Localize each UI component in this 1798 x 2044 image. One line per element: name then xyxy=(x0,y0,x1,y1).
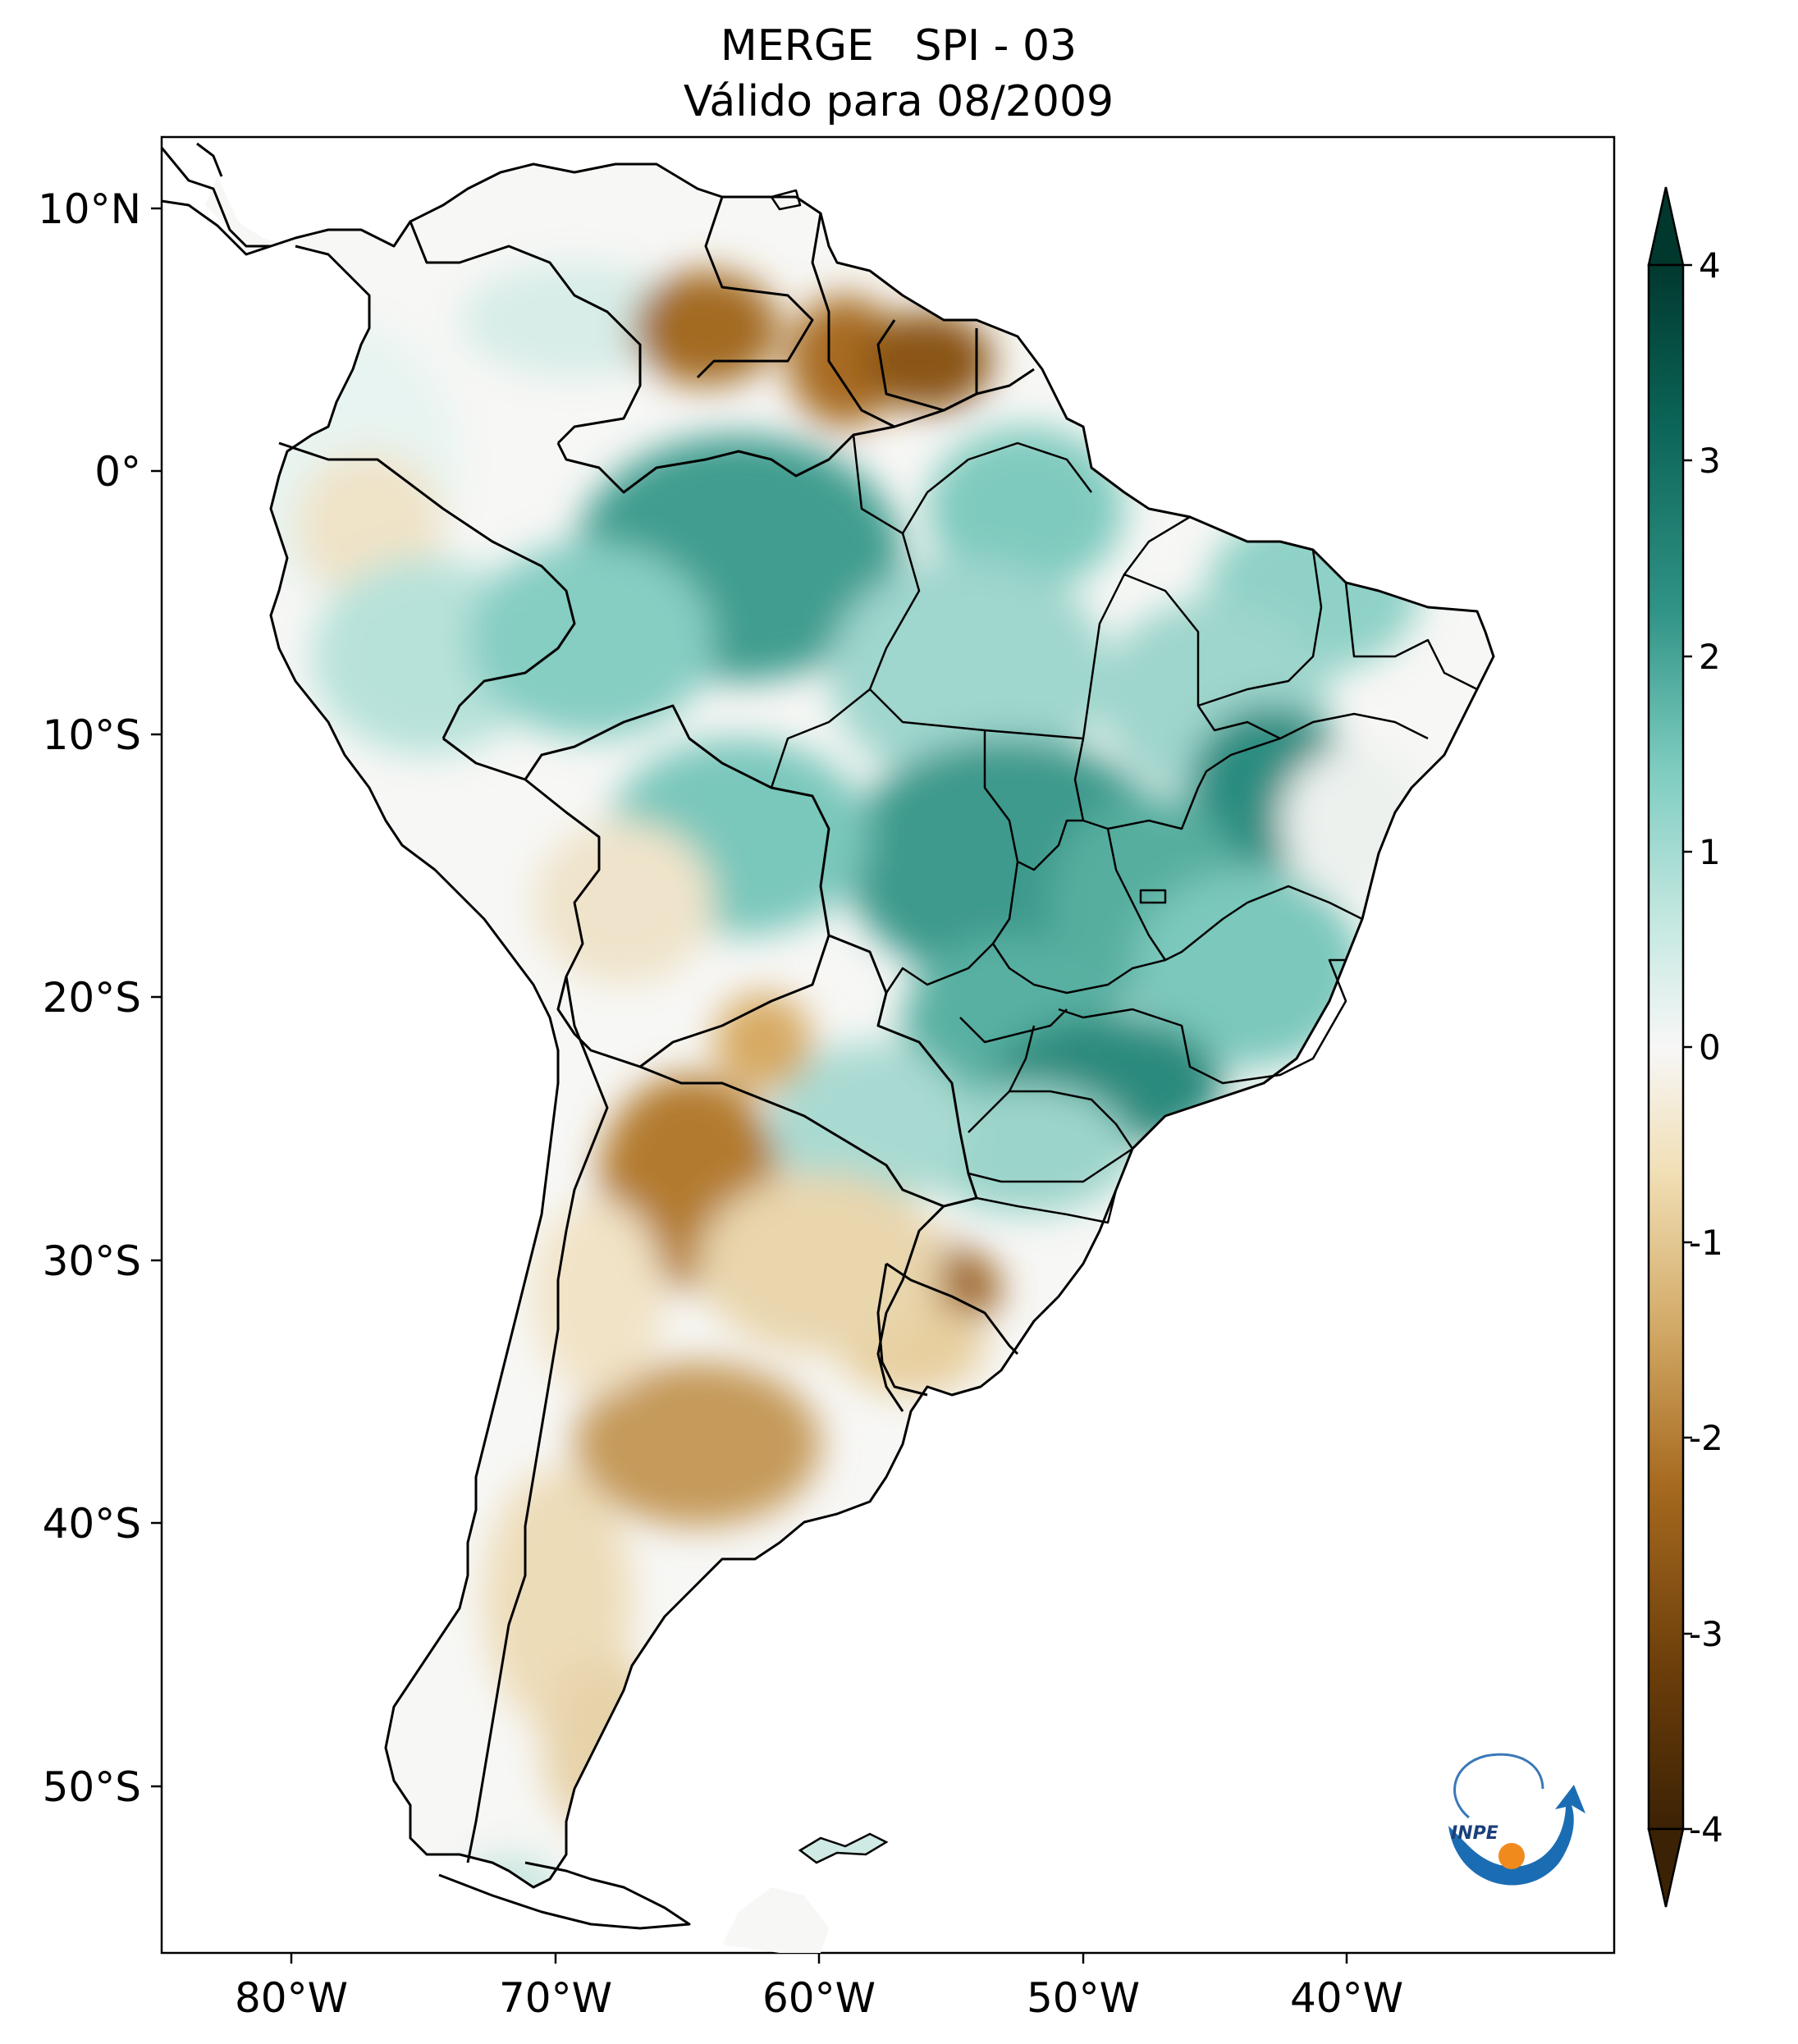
inpe-logo: INPE xyxy=(1448,1753,1585,1886)
dry-area-litoral xyxy=(698,1173,944,1354)
map-title: MERGE SPI - 03 Válido para 08/2009 xyxy=(164,18,1633,130)
boundaries-layer xyxy=(162,142,1495,1930)
lat-tick-40s: 40°S xyxy=(43,1500,141,1548)
border-suriname-fguiana xyxy=(876,319,978,412)
colorbar-tick-0: 0 xyxy=(1699,1027,1721,1068)
colorbar-tick-4: 4 xyxy=(1699,245,1721,286)
logo-sun xyxy=(1498,1843,1525,1869)
tierra-del-fuego-coast xyxy=(438,1861,691,1930)
lat-tick-0: 0° xyxy=(94,448,141,496)
colorbar-tick-m4: -4 xyxy=(1689,1809,1723,1850)
border-colombia-venezuela xyxy=(409,221,642,445)
dry-area-guyana xyxy=(632,271,780,386)
lat-tick-10n: 10°N xyxy=(38,185,141,233)
title-line-1: MERGE SPI - 03 xyxy=(720,21,1077,71)
spi-anomaly-blobs xyxy=(230,263,1428,1920)
colorbar-ticks xyxy=(1683,263,1692,1831)
border-argentina-paraguay xyxy=(639,1065,945,1208)
wet-area-venezuela xyxy=(460,263,689,377)
colorbar-tick-m1: -1 xyxy=(1689,1223,1723,1263)
dry-area-cuyo xyxy=(533,1198,665,1395)
distrito-federal xyxy=(1139,889,1167,904)
lat-tick-20s: 20°S xyxy=(43,974,141,1022)
brazil-states xyxy=(770,434,1478,1224)
border-colombia-ecuador-peru xyxy=(278,441,576,739)
logo-swoosh xyxy=(1448,1785,1585,1886)
border-peru-bolivia-chile xyxy=(524,778,830,1068)
lon-tick-50w: 50°W xyxy=(1027,1974,1140,2022)
border-chile-argentina xyxy=(466,976,609,1863)
border-uruguay-brazil xyxy=(885,1262,1019,1356)
colorbar-tick-1: 1 xyxy=(1699,832,1721,872)
colorbar-tick-2: 2 xyxy=(1699,637,1721,677)
colorbar-tick-m2: -2 xyxy=(1689,1418,1723,1458)
falkland-islands xyxy=(798,1832,889,1864)
border-brazil-west xyxy=(442,704,978,1412)
wet-area-minas-gerais xyxy=(1132,870,1362,1067)
dry-area-central-argentina xyxy=(574,1362,821,1526)
lat-tick-30s: 30°S xyxy=(43,1237,141,1285)
lon-tick-80w: 80°W xyxy=(235,1974,348,2022)
dry-area-suriname xyxy=(788,295,903,427)
wet-area-para xyxy=(829,558,1108,788)
colorbar-extend-min xyxy=(1647,1827,1685,1908)
caribbean-islands xyxy=(770,189,802,211)
colorbar: 4 3 2 1 0 -1 -2 -3 -4 xyxy=(1647,186,1723,1908)
lon-tick-70w: 70°W xyxy=(499,1974,612,2022)
colorbar-extend-max xyxy=(1647,186,1685,267)
dry-area-chaco xyxy=(714,993,812,1091)
border-guyana-suriname xyxy=(811,213,895,428)
continent-coastline xyxy=(162,162,1495,1889)
logo-text: INPE xyxy=(1451,1823,1498,1844)
border-brazil-north xyxy=(556,368,1035,494)
lon-tick-60w: 60°W xyxy=(762,1974,876,2022)
lat-tick-10s: 10°S xyxy=(43,711,141,759)
title-line-2: Válido para 08/2009 xyxy=(683,77,1114,126)
colorbar-tick-m3: -3 xyxy=(1689,1614,1723,1654)
central-america xyxy=(162,142,271,248)
wet-area-paraguay xyxy=(771,1042,968,1206)
wet-area-amapa xyxy=(927,427,1124,591)
border-argentina-uruguay xyxy=(876,1263,928,1397)
colorbar-tick-3: 3 xyxy=(1699,441,1721,481)
lat-tick-50s: 50°S xyxy=(43,1763,141,1811)
border-venezuela-guyana xyxy=(696,196,814,379)
axis-ticks xyxy=(151,207,1348,1964)
logo-orbit xyxy=(1453,1753,1544,1819)
colorbar-bar xyxy=(1647,263,1685,1831)
dry-area-bolivia-altiplano xyxy=(533,821,714,985)
dry-area-french-guiana xyxy=(862,312,993,410)
lon-tick-40w: 40°W xyxy=(1290,1974,1403,2022)
wet-area-amazonas xyxy=(468,542,714,738)
